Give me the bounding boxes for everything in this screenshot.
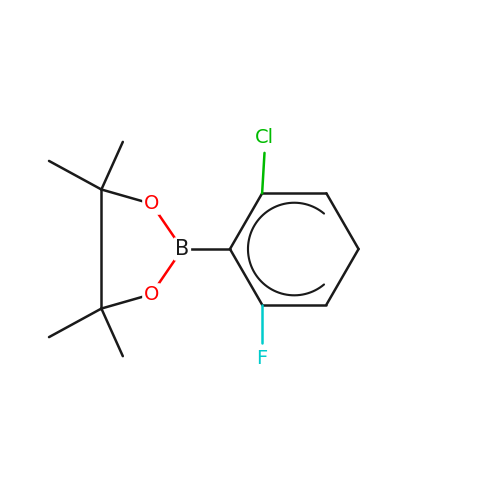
Text: Cl: Cl xyxy=(255,128,274,147)
Text: B: B xyxy=(175,239,190,259)
Text: O: O xyxy=(144,285,159,304)
Text: O: O xyxy=(144,194,159,213)
Text: F: F xyxy=(256,349,268,367)
